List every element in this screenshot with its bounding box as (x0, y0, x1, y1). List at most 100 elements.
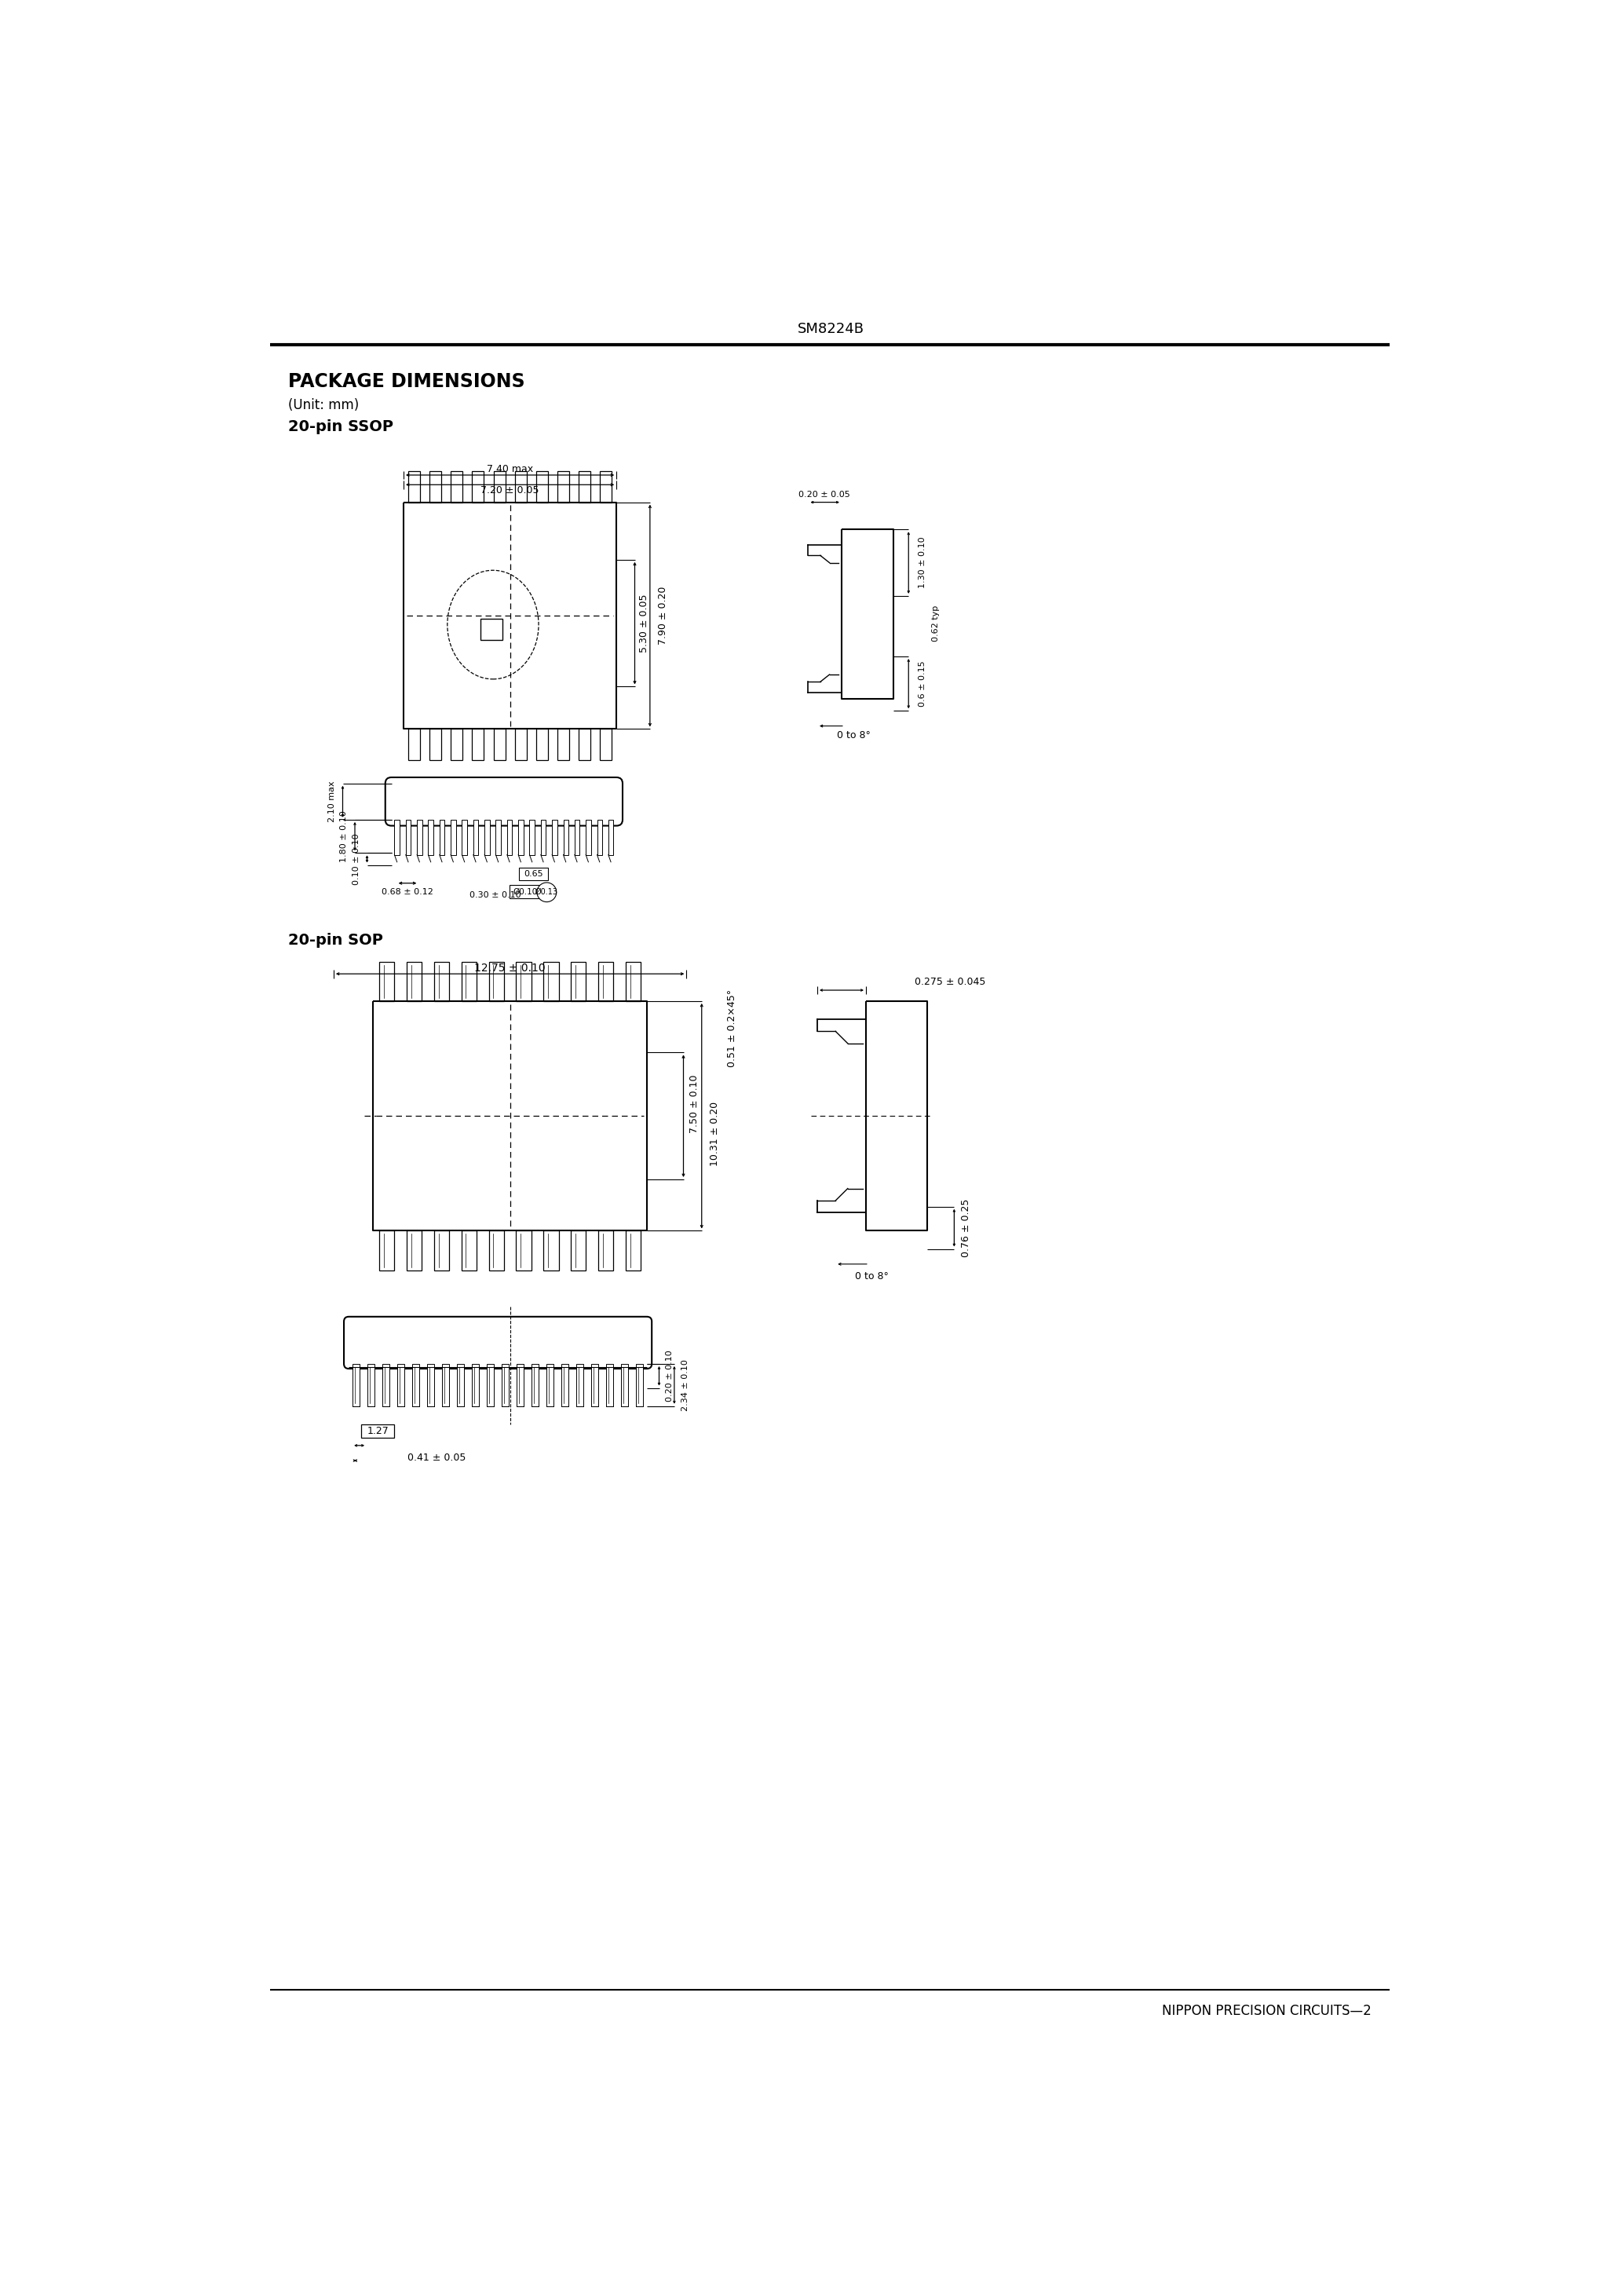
Bar (461, 1231, 477, 1270)
Bar (532, 1364, 539, 1405)
Bar (435, 1231, 449, 1270)
Bar (409, 730, 420, 760)
Bar (597, 820, 602, 854)
Bar (514, 730, 527, 760)
Bar (626, 1231, 641, 1270)
Text: 2.10 max: 2.10 max (328, 781, 336, 822)
Bar (547, 1364, 553, 1405)
Bar (551, 820, 556, 854)
Bar (626, 962, 641, 1001)
Text: 0.20 ± 0.10: 0.20 ± 0.10 (667, 1350, 675, 1403)
Bar (592, 1364, 599, 1405)
Text: 2.34 ± 0.10: 2.34 ± 0.10 (681, 1359, 689, 1410)
Text: 0.51 ± 0.2×45°: 0.51 ± 0.2×45° (727, 990, 738, 1068)
Bar (579, 730, 590, 760)
Bar (516, 1231, 532, 1270)
Text: 0.20 ± 0.05: 0.20 ± 0.05 (798, 491, 850, 498)
Bar (579, 471, 590, 503)
Bar (519, 820, 524, 854)
Text: 20-pin SOP: 20-pin SOP (289, 932, 383, 948)
Text: 1.30 ± 0.10: 1.30 ± 0.10 (918, 537, 926, 588)
Text: 0.65: 0.65 (524, 870, 543, 877)
Bar (516, 962, 532, 1001)
Bar (514, 471, 527, 503)
Bar (472, 1364, 478, 1405)
Text: 7.50 ± 0.10: 7.50 ± 0.10 (689, 1075, 699, 1134)
Text: 0.76 ± 0.25: 0.76 ± 0.25 (962, 1199, 972, 1256)
Text: (Unit: mm): (Unit: mm) (289, 400, 358, 413)
Bar (558, 730, 569, 760)
Bar (600, 730, 611, 760)
Bar (407, 1231, 422, 1270)
Bar (599, 1231, 613, 1270)
Bar (509, 884, 542, 898)
Bar (496, 820, 501, 854)
Text: 0.10 ± 0.10: 0.10 ± 0.10 (352, 833, 360, 884)
Text: 10.31 ± 0.20: 10.31 ± 0.20 (710, 1102, 720, 1166)
Text: 0.6 ± 0.15: 0.6 ± 0.15 (918, 661, 926, 707)
Bar (574, 820, 579, 854)
Bar (485, 820, 490, 854)
Text: 0 to 8°: 0 to 8° (855, 1272, 889, 1281)
Bar (443, 1364, 449, 1405)
Bar (457, 1364, 464, 1405)
Bar (394, 820, 399, 854)
Bar (576, 1364, 584, 1405)
Bar (430, 471, 441, 503)
Text: 5.30 ± 0.05: 5.30 ± 0.05 (639, 595, 649, 652)
Bar (608, 820, 613, 854)
Bar (517, 1364, 524, 1405)
Text: Ø0.10: Ø0.10 (513, 889, 539, 895)
Bar (417, 820, 422, 854)
Text: 7.40 max: 7.40 max (487, 464, 534, 473)
Bar (519, 868, 548, 879)
Bar (428, 820, 433, 854)
Bar (508, 820, 513, 854)
Bar (487, 1364, 493, 1405)
Text: 1.27: 1.27 (367, 1426, 389, 1435)
Bar (383, 1364, 389, 1405)
Bar (586, 820, 590, 854)
Text: 20-pin SSOP: 20-pin SSOP (289, 420, 393, 434)
Bar (380, 1231, 394, 1270)
Bar (430, 730, 441, 760)
Bar (461, 962, 477, 1001)
Bar (621, 1364, 628, 1405)
Bar (561, 1364, 568, 1405)
Text: 0.275 ± 0.045: 0.275 ± 0.045 (915, 976, 986, 987)
Bar (493, 730, 504, 760)
Text: SM8224B: SM8224B (798, 321, 865, 335)
Bar (571, 962, 586, 1001)
Text: 0.30 ± 0.10: 0.30 ± 0.10 (469, 891, 521, 900)
Bar (440, 820, 444, 854)
Bar (451, 820, 456, 854)
Bar (354, 1364, 360, 1405)
Bar (529, 820, 535, 854)
Bar (380, 962, 394, 1001)
Bar (480, 618, 503, 641)
Bar (488, 962, 504, 1001)
Bar (428, 1364, 435, 1405)
Text: 0.41 ± 0.05: 0.41 ± 0.05 (407, 1453, 466, 1463)
Bar (397, 1364, 404, 1405)
Bar (409, 471, 420, 503)
Bar (368, 1364, 375, 1405)
Bar (607, 1364, 613, 1405)
Bar (599, 962, 613, 1001)
Bar (558, 471, 569, 503)
Bar (493, 471, 504, 503)
Text: 0.62 typ: 0.62 typ (933, 606, 939, 641)
Bar (540, 820, 547, 854)
Bar (543, 962, 558, 1001)
Bar (636, 1364, 642, 1405)
Text: NIPPON PRECISION CIRCUITS—2: NIPPON PRECISION CIRCUITS—2 (1161, 2004, 1371, 2018)
Text: 12.75 ± 0.10: 12.75 ± 0.10 (475, 962, 545, 974)
Bar (451, 730, 462, 760)
Bar (600, 471, 611, 503)
Bar (488, 1231, 504, 1270)
Text: 7.20 ± 0.05: 7.20 ± 0.05 (480, 487, 539, 496)
Bar (537, 730, 548, 760)
Text: Ø0.13: Ø0.13 (535, 889, 558, 895)
Bar (571, 1231, 586, 1270)
Bar (406, 820, 410, 854)
